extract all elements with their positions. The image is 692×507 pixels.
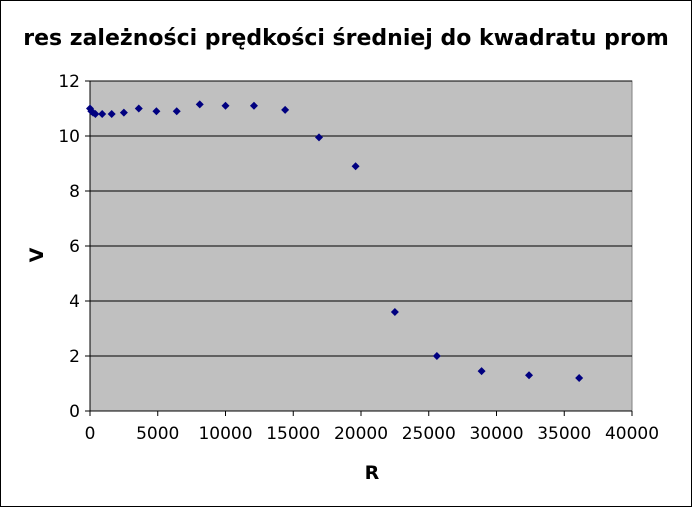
data-point (152, 107, 161, 116)
y-tick-label: 6 (69, 237, 80, 257)
y-axis-title: V (26, 247, 48, 262)
y-tick-label: 4 (69, 292, 80, 312)
y-tick-label: 0 (69, 402, 80, 422)
axes (85, 80, 633, 416)
data-point (107, 110, 116, 118)
data-point (98, 110, 107, 118)
data-point (221, 101, 230, 110)
data-point (575, 374, 584, 382)
data-point (390, 308, 399, 316)
x-tick-label: 15000 (266, 424, 320, 444)
x-tick-label: 0 (85, 424, 96, 444)
y-tick-label: 2 (69, 347, 80, 367)
x-tick-label: 10000 (198, 424, 252, 444)
x-tick-label: 35000 (537, 424, 591, 444)
x-tick-label: 25000 (402, 424, 456, 444)
data-point (91, 110, 100, 118)
data-point (432, 352, 441, 360)
data-point (477, 367, 486, 376)
y-tick-label: 8 (69, 182, 80, 202)
data-point (525, 371, 534, 380)
x-tick-labels: 0 5000 10000 15000 20000 25000 30000 35000 40000 (85, 424, 659, 444)
y-tick-label: 12 (58, 72, 80, 92)
data-points (86, 100, 584, 382)
data-point (195, 100, 204, 109)
y-tick-labels: 0 2 4 6 8 10 12 (58, 72, 80, 422)
x-tick-label: 5000 (136, 424, 179, 444)
data-point (172, 107, 181, 116)
x-axis-title: R (365, 462, 380, 484)
data-point (134, 104, 143, 113)
data-point (314, 133, 323, 142)
data-point (351, 162, 360, 171)
chart-title: res zależności prędkości średniej do kwa… (23, 26, 669, 51)
grid-lines (90, 80, 632, 357)
y-tick-label: 10 (58, 127, 80, 147)
x-tick-label: 20000 (334, 424, 388, 444)
data-point (281, 105, 290, 114)
data-point (119, 108, 128, 117)
x-tick-label: 30000 (469, 424, 523, 444)
data-point (249, 101, 258, 110)
x-tick-label: 40000 (605, 424, 659, 444)
